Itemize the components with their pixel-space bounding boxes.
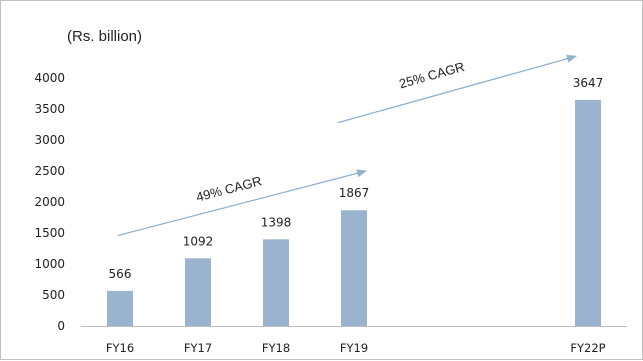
cagr-label: 25% CAGR — [397, 59, 466, 91]
y-tick-label: 0 — [57, 319, 65, 333]
data-label: 1398 — [261, 215, 292, 229]
x-tick-label: FY22P — [570, 341, 605, 355]
data-label: 566 — [109, 267, 132, 281]
y-tick-label: 500 — [42, 288, 65, 302]
unit-label: (Rs. billion) — [67, 28, 142, 45]
bar-fy19 — [341, 210, 367, 326]
bar-fy17 — [185, 258, 211, 326]
bar-fy16 — [107, 290, 133, 326]
data-label: 1092 — [183, 234, 214, 248]
bar-fy18 — [263, 239, 289, 326]
y-tick-label: 2500 — [34, 164, 65, 178]
x-tick-label: FY19 — [340, 341, 368, 355]
y-axis: 0 500 1000 1500 2000 2500 3000 3500 4000 — [34, 71, 65, 333]
y-tick-label: 4000 — [34, 71, 65, 85]
y-tick-label: 3500 — [34, 102, 65, 116]
y-tick-label: 1500 — [34, 226, 65, 240]
x-tick-label: FY17 — [184, 341, 212, 355]
y-tick-label: 3000 — [34, 133, 65, 147]
data-label: 1867 — [339, 186, 370, 200]
x-axis: FY16 FY17 FY18 FY19 FY22P — [81, 326, 627, 355]
cagr-arrow — [117, 169, 367, 237]
bars: 566 1092 1398 1867 3647 — [107, 76, 603, 326]
y-tick-label: 1000 — [34, 257, 65, 271]
x-tick-label: FY16 — [106, 341, 134, 355]
data-label: 3647 — [573, 76, 604, 90]
x-tick-label: FY18 — [262, 341, 290, 355]
bar-fy22p — [575, 99, 601, 326]
cagr-arrow — [337, 54, 577, 124]
y-tick-label: 2000 — [34, 195, 65, 209]
